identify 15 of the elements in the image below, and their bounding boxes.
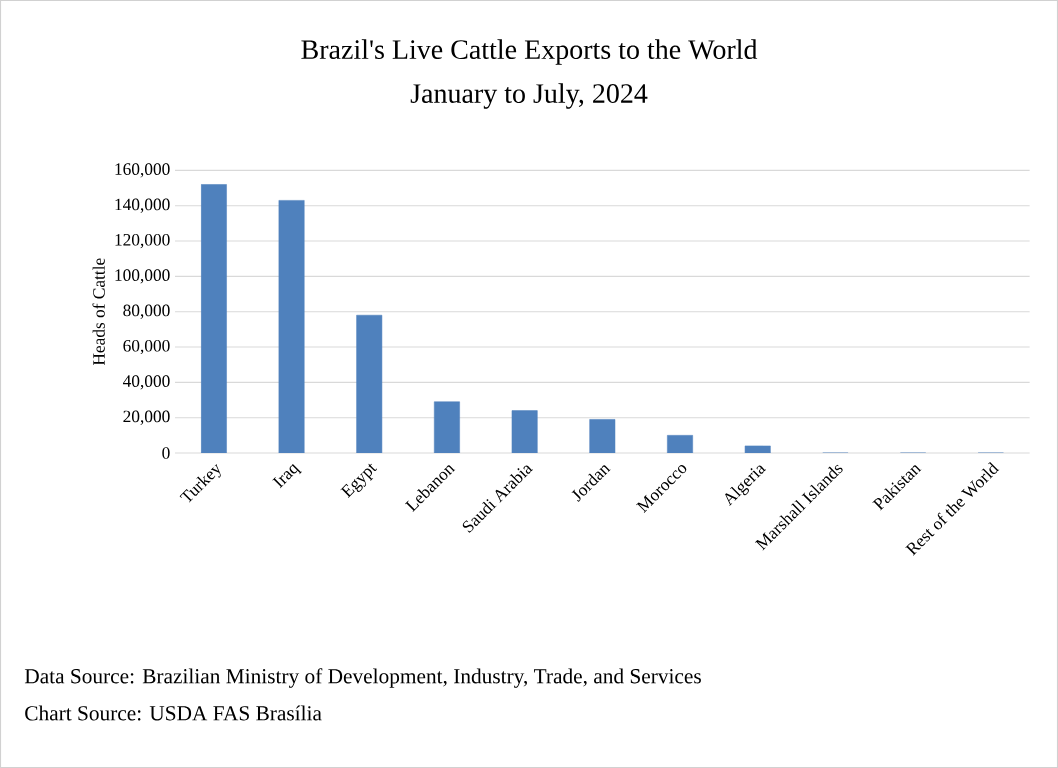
y-axis-title: Heads of Cattle bbox=[92, 258, 105, 366]
chart-title: Brazil's Live Cattle Exports to the World bbox=[301, 39, 758, 65]
source-note: Data Source: Brazilian Ministry of Development, Industry, Trade, and Services bbox=[24, 668, 701, 688]
y-tick-label: 40,000 bbox=[122, 375, 170, 390]
chart-subtitle: January to July, 2024 bbox=[410, 83, 648, 109]
y-tick-label: 100,000 bbox=[115, 269, 170, 284]
y-tick-label: 120,000 bbox=[115, 233, 170, 249]
text: Chart Source: USDA FAS Brasília bbox=[25, 705, 322, 721]
y-tick-label: 160,000 bbox=[115, 163, 170, 178]
y-tick-label: 140,000 bbox=[115, 198, 170, 213]
y-tick-label: 0 bbox=[162, 447, 170, 459]
y-tick-label: 20,000 bbox=[123, 410, 170, 425]
x-tick-label: Iraq bbox=[272, 463, 302, 489]
y-tick-label: 80,000 bbox=[123, 304, 170, 319]
y-tick-label: 60,000 bbox=[123, 339, 170, 355]
